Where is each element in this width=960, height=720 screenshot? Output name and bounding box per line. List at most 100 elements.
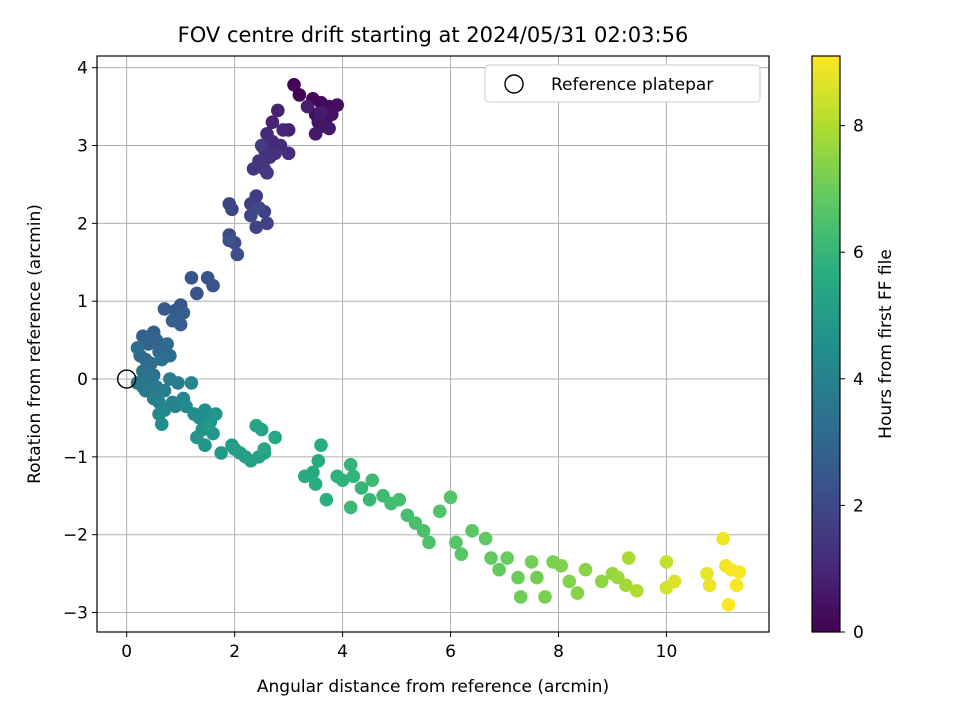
data-point — [721, 597, 736, 612]
colorbar-tick-label: 4 — [853, 370, 864, 390]
data-point — [257, 442, 272, 456]
colorbar-tick-label: 8 — [853, 117, 864, 137]
data-point — [281, 146, 296, 161]
data-point — [538, 590, 552, 604]
x-tick-label: 8 — [553, 642, 564, 662]
data-point — [335, 473, 350, 488]
x-tick-label: 10 — [656, 642, 678, 662]
data-point — [171, 376, 185, 390]
data-point — [265, 115, 280, 129]
data-point — [230, 247, 245, 262]
data-point — [227, 442, 242, 456]
data-point — [254, 422, 269, 437]
colorbar: 0 2 4 6 8 Hours from first FF file — [811, 55, 896, 643]
data-point — [443, 490, 458, 505]
data-point — [300, 99, 315, 114]
legend-box — [484, 64, 761, 103]
data-point — [319, 492, 334, 507]
data-point — [176, 306, 191, 320]
data-point — [416, 524, 431, 538]
legend: Reference platepar — [484, 64, 761, 103]
data-point — [254, 138, 269, 153]
data-point — [214, 446, 228, 460]
data-point — [362, 492, 377, 507]
data-point — [513, 590, 528, 604]
colorbar-tick-label: 0 — [853, 623, 864, 643]
data-point — [492, 562, 506, 577]
colorbar-ticks: 0 2 4 6 8 — [840, 117, 864, 643]
data-point — [252, 200, 266, 215]
data-point — [287, 78, 301, 92]
y-tick-label: 0 — [77, 370, 88, 390]
data-point — [198, 438, 212, 452]
y-tick-label: −3 — [63, 604, 88, 624]
data-point — [149, 333, 164, 347]
data-point — [343, 500, 358, 515]
data-point — [292, 88, 307, 102]
data-point — [314, 106, 328, 120]
data-point — [346, 469, 361, 484]
legend-marker-icon — [504, 74, 524, 94]
data-point — [554, 559, 568, 573]
data-point — [276, 123, 291, 137]
colorbar-label: Hours from first FF file — [876, 249, 896, 439]
colorbar-gradient — [811, 55, 841, 633]
data-point — [314, 438, 328, 452]
colorbar-tick-label: 6 — [853, 243, 864, 263]
y-tick-label: 3 — [77, 137, 88, 157]
data-point — [208, 407, 223, 421]
data-point — [422, 535, 436, 550]
data-point — [354, 481, 369, 495]
data-point — [432, 504, 447, 519]
data-point — [732, 565, 747, 579]
data-point — [200, 418, 215, 433]
y-tick-label: 2 — [77, 214, 88, 234]
data-point — [511, 570, 525, 585]
data-point — [157, 302, 172, 316]
data-point — [621, 551, 636, 565]
data-point — [160, 337, 174, 351]
data-point — [130, 341, 145, 355]
data-point — [530, 570, 544, 585]
y-tick-label: −2 — [63, 526, 88, 546]
data-point — [343, 457, 358, 472]
data-point — [184, 271, 199, 285]
data-point — [222, 233, 237, 248]
data-point — [260, 216, 274, 231]
data-point — [500, 551, 515, 565]
reference-marker-layer — [116, 369, 137, 389]
data-point — [465, 524, 479, 538]
data-point — [702, 578, 717, 593]
data-point — [225, 202, 239, 217]
data-point — [190, 286, 204, 301]
x-tick-label: 6 — [445, 642, 456, 662]
plot-frame — [96, 55, 770, 633]
data-point — [392, 492, 407, 507]
data-point — [271, 103, 285, 118]
data-point — [268, 430, 282, 445]
data-point — [306, 465, 320, 480]
data-point — [308, 127, 323, 141]
data-point — [629, 583, 644, 598]
data-point — [322, 121, 336, 136]
data-point — [524, 555, 539, 569]
y-tick-label: −1 — [63, 448, 88, 468]
data-point — [206, 278, 220, 293]
data-point — [268, 146, 282, 161]
data-point — [249, 220, 264, 235]
data-point — [729, 578, 744, 593]
y-tick-label: 1 — [77, 292, 88, 312]
data-point — [562, 574, 577, 589]
data-point — [619, 578, 633, 593]
data-point — [484, 551, 498, 565]
y-axis-label: Rotation from reference (arcmin) — [25, 204, 45, 484]
data-point — [246, 162, 261, 176]
data-point — [324, 107, 339, 122]
data-point — [667, 574, 682, 589]
data-point — [594, 574, 609, 589]
data-point — [157, 383, 172, 398]
data-point — [184, 376, 199, 390]
y-tick-label: 4 — [77, 59, 88, 79]
data-point — [570, 586, 585, 600]
